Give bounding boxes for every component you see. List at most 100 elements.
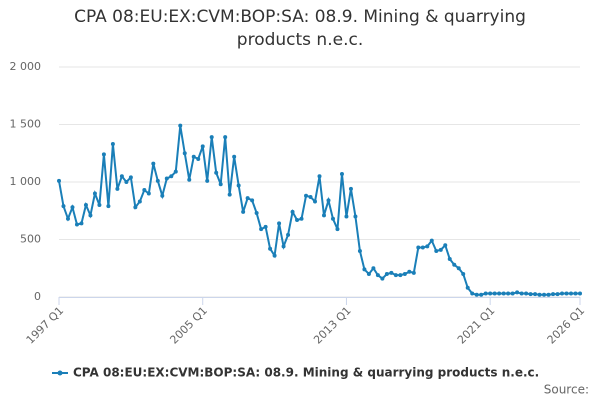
data-point bbox=[501, 291, 506, 296]
data-point bbox=[92, 191, 97, 196]
data-point bbox=[178, 123, 183, 128]
data-point bbox=[250, 198, 255, 203]
data-point bbox=[375, 273, 380, 278]
data-point bbox=[555, 292, 560, 297]
data-point bbox=[191, 154, 196, 159]
data-point bbox=[128, 175, 133, 180]
data-point bbox=[398, 273, 403, 278]
data-point bbox=[97, 203, 102, 207]
data-point bbox=[61, 204, 66, 209]
data-point bbox=[223, 135, 228, 140]
data-point bbox=[348, 186, 353, 191]
data-point bbox=[402, 272, 407, 276]
source-label: Source: bbox=[544, 383, 589, 397]
data-point bbox=[357, 249, 362, 253]
data-point bbox=[533, 292, 538, 297]
data-point bbox=[304, 193, 309, 198]
data-point bbox=[465, 285, 470, 290]
data-point bbox=[133, 205, 138, 210]
data-point bbox=[137, 199, 142, 204]
data-point bbox=[74, 222, 79, 227]
data-point bbox=[218, 182, 223, 187]
data-point bbox=[290, 209, 295, 214]
x-tick-label: 2005 Q1 bbox=[167, 304, 210, 347]
data-point bbox=[497, 291, 502, 296]
data-point bbox=[182, 151, 187, 156]
data-point bbox=[420, 245, 425, 250]
data-point bbox=[101, 152, 106, 157]
data-point bbox=[443, 243, 448, 248]
data-point bbox=[160, 193, 165, 198]
data-point bbox=[241, 209, 246, 214]
x-tick-label: 2013 Q1 bbox=[311, 304, 354, 347]
data-point bbox=[407, 269, 412, 274]
data-point bbox=[313, 199, 318, 204]
data-point bbox=[551, 292, 556, 297]
data-point bbox=[488, 291, 493, 296]
data-point bbox=[83, 203, 88, 207]
data-point bbox=[286, 232, 291, 237]
data-point bbox=[492, 291, 497, 296]
data-point bbox=[209, 135, 214, 140]
data-point bbox=[295, 217, 300, 222]
data-point bbox=[546, 292, 551, 297]
series-line bbox=[58, 125, 580, 296]
x-tick-label: 2021 Q1 bbox=[455, 304, 498, 347]
data-point bbox=[456, 266, 461, 271]
data-point bbox=[106, 204, 111, 209]
data-point bbox=[263, 224, 268, 229]
data-point bbox=[335, 227, 340, 232]
data-point bbox=[429, 238, 434, 243]
data-point bbox=[155, 178, 160, 183]
data-point bbox=[142, 188, 147, 193]
data-point bbox=[393, 273, 398, 278]
data-point bbox=[506, 291, 511, 296]
data-point bbox=[115, 186, 120, 191]
data-point bbox=[196, 157, 201, 161]
data-point bbox=[245, 196, 250, 201]
data-point bbox=[164, 176, 169, 181]
data-point bbox=[330, 216, 335, 221]
data-point bbox=[366, 272, 371, 276]
data-point bbox=[537, 292, 542, 297]
y-tick-label: 0 bbox=[34, 290, 41, 303]
data-point bbox=[227, 192, 232, 197]
data-point bbox=[380, 276, 385, 281]
data-point bbox=[151, 161, 156, 166]
data-point bbox=[268, 246, 273, 251]
data-point bbox=[384, 272, 389, 276]
data-point bbox=[259, 227, 264, 232]
data-point bbox=[434, 249, 439, 253]
y-tick-label: 2 000 bbox=[10, 60, 42, 73]
data-point bbox=[371, 266, 376, 271]
data-point bbox=[119, 174, 124, 179]
data-point bbox=[110, 142, 115, 147]
data-point bbox=[519, 291, 524, 296]
x-tick-label: 1997 Q1 bbox=[24, 304, 67, 347]
data-point bbox=[578, 291, 582, 296]
data-point bbox=[205, 178, 210, 183]
data-point bbox=[389, 270, 394, 275]
data-point bbox=[326, 198, 331, 203]
data-point bbox=[447, 257, 452, 262]
x-tick-label: 2026 Q1 bbox=[545, 304, 588, 347]
legend-label: CPA 08:EU:EX:CVM:BOP:SA: 08.9. Mining & … bbox=[73, 366, 539, 380]
data-point bbox=[277, 221, 282, 226]
y-tick-label: 1 500 bbox=[10, 118, 42, 131]
data-point bbox=[65, 216, 70, 221]
data-point bbox=[124, 180, 129, 184]
data-point bbox=[416, 245, 421, 250]
data-point bbox=[564, 291, 569, 296]
data-point bbox=[173, 169, 178, 174]
data-point bbox=[515, 290, 520, 295]
data-point bbox=[88, 213, 93, 218]
data-point bbox=[573, 291, 578, 296]
data-point bbox=[470, 291, 475, 296]
data-point bbox=[236, 183, 241, 188]
data-point bbox=[79, 221, 84, 226]
data-point bbox=[510, 291, 515, 296]
data-point bbox=[353, 214, 358, 219]
data-point bbox=[232, 154, 237, 159]
data-point bbox=[308, 194, 313, 199]
